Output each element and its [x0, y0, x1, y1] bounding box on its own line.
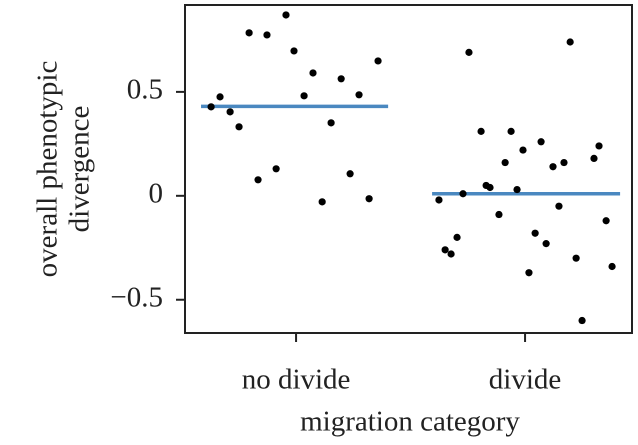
x-tick-label: divide [489, 364, 562, 396]
y-axis-label: divergence [64, 106, 96, 233]
point [374, 57, 382, 65]
point [513, 185, 521, 194]
point [254, 176, 262, 184]
point [207, 103, 215, 111]
point [346, 170, 354, 178]
point [365, 195, 373, 203]
point [549, 163, 557, 171]
point [507, 127, 515, 135]
point [495, 210, 503, 219]
y-tick-label: 0.5 [127, 74, 163, 106]
point [608, 262, 616, 271]
point [590, 154, 598, 162]
point [602, 217, 610, 225]
point [309, 69, 317, 77]
point [327, 119, 335, 127]
point [447, 250, 455, 258]
point [537, 138, 545, 146]
point [300, 92, 308, 100]
point [216, 93, 224, 101]
point [572, 254, 580, 262]
point [453, 233, 461, 241]
point [595, 142, 603, 150]
point [560, 158, 568, 167]
point [555, 202, 563, 210]
point [226, 108, 234, 116]
point [501, 158, 509, 167]
point [578, 316, 586, 325]
point [355, 91, 363, 99]
point [318, 198, 326, 206]
y-tick-label: −0.5 [110, 281, 163, 313]
x-axis-label: migration category [300, 406, 520, 438]
point [337, 75, 345, 83]
point [519, 146, 527, 154]
point [525, 269, 533, 277]
point [542, 240, 550, 248]
y-tick-label: 0 [149, 177, 164, 209]
point [486, 183, 494, 192]
point [465, 48, 473, 56]
point [272, 165, 280, 173]
point [435, 196, 443, 204]
point [282, 11, 290, 19]
point [263, 31, 271, 39]
point [566, 38, 574, 46]
point [459, 190, 467, 198]
point [477, 127, 485, 135]
y-axis-label: overall phenotypic [32, 61, 64, 278]
point [235, 123, 243, 131]
x-tick-label: no divide [242, 364, 351, 396]
point [245, 29, 253, 37]
point [290, 47, 298, 55]
plot-frame [184, 4, 633, 334]
point [531, 229, 539, 237]
point [441, 246, 449, 254]
